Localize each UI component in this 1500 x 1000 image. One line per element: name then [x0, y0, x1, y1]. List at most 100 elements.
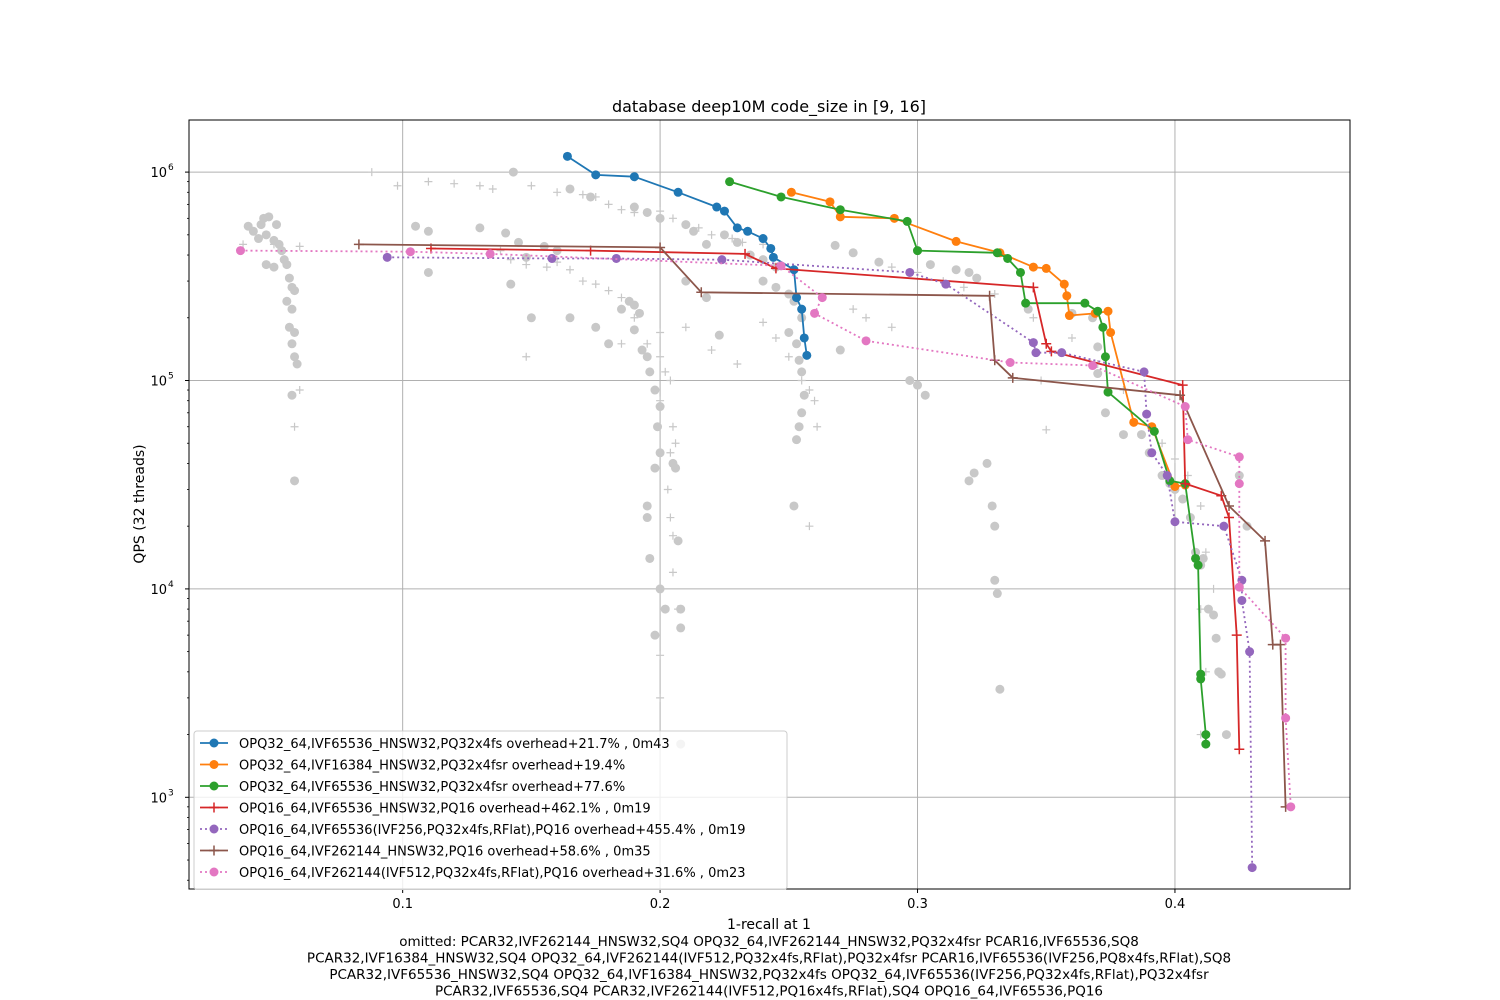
- data-point: [1003, 253, 1013, 263]
- background-point: [645, 553, 655, 563]
- background-point: [655, 584, 665, 594]
- data-point: [1103, 387, 1113, 397]
- background-point: [1211, 633, 1221, 643]
- background-point: [261, 260, 271, 270]
- data-point: [797, 304, 807, 314]
- background-point: [586, 192, 596, 202]
- data-point: [1234, 479, 1244, 489]
- background-point: [771, 333, 780, 342]
- x-tick-label: 0.4: [1165, 897, 1186, 912]
- y-tick-exponent: 6: [168, 163, 174, 173]
- background-point: [771, 282, 781, 292]
- background-point: [1100, 408, 1110, 418]
- background-point: [671, 463, 681, 473]
- data-point: [1281, 713, 1291, 723]
- data-point: [740, 248, 751, 259]
- background-point: [527, 181, 536, 190]
- background-point: [661, 367, 670, 376]
- background-point: [261, 230, 271, 240]
- background-point: [738, 238, 747, 247]
- background-point: [990, 575, 1000, 585]
- background-point: [295, 242, 304, 251]
- background-point: [835, 345, 845, 355]
- background-point: [295, 386, 304, 395]
- background-point: [964, 267, 974, 277]
- data-point: [817, 293, 827, 303]
- data-point: [1275, 639, 1286, 650]
- background-point: [496, 246, 505, 255]
- background-point: [660, 604, 670, 614]
- legend-marker: [209, 760, 219, 769]
- data-point: [835, 212, 845, 222]
- background-point: [423, 267, 433, 277]
- background-point: [925, 260, 935, 270]
- background-point: [874, 257, 884, 267]
- data-point: [1201, 739, 1211, 749]
- x-tick-label: 0.1: [392, 897, 413, 912]
- series-1: [562, 151, 812, 360]
- legend-marker: [209, 867, 219, 877]
- background-point: [617, 339, 626, 348]
- background-point: [799, 390, 809, 400]
- background-point: [969, 468, 979, 478]
- background-point: [719, 230, 729, 240]
- x-axis-label: 1-recall at 1: [727, 917, 811, 933]
- background-point: [501, 228, 511, 238]
- data-point: [1062, 291, 1072, 301]
- background-point: [792, 339, 802, 349]
- data-point: [1129, 417, 1139, 427]
- background-point: [367, 168, 376, 177]
- data-point: [1231, 630, 1242, 641]
- background-point: [668, 214, 677, 223]
- legend-entry: OPQ32_64,IVF65536_HNSW32,PQ32x4fsr overh…: [239, 780, 625, 795]
- data-point: [861, 336, 871, 346]
- data-point: [1201, 730, 1211, 740]
- background-point: [650, 385, 660, 395]
- background-point: [732, 237, 742, 247]
- data-point: [792, 293, 802, 303]
- background-point: [1029, 313, 1038, 322]
- data-point: [743, 226, 753, 236]
- background-point: [642, 513, 652, 523]
- background-point: [656, 352, 665, 361]
- background-point: [565, 313, 575, 323]
- background-point: [920, 390, 930, 400]
- data-point: [1103, 306, 1113, 316]
- data-point: [591, 170, 601, 180]
- background-point: [290, 422, 299, 431]
- data-point: [1028, 338, 1038, 348]
- background-point: [1093, 342, 1103, 352]
- background-point: [578, 190, 587, 199]
- background-point: [1196, 605, 1205, 614]
- data-point: [547, 253, 557, 263]
- background-point: [959, 283, 968, 292]
- background-point: [674, 605, 683, 614]
- data-point: [1015, 267, 1025, 277]
- background-point: [591, 322, 601, 332]
- data-point: [1088, 361, 1098, 371]
- data-point: [905, 267, 915, 277]
- background-point: [794, 422, 804, 432]
- data-point: [1028, 262, 1038, 272]
- background-point: [805, 386, 814, 395]
- data-point: [1219, 521, 1229, 531]
- background-point: [282, 296, 292, 306]
- footer-line: omitted: PCAR32,IVF262144_HNSW32,SQ4 OPQ…: [399, 934, 1139, 950]
- background-point: [848, 248, 858, 258]
- background-point: [694, 223, 703, 232]
- background-points: [239, 167, 1252, 749]
- background-point: [714, 330, 724, 340]
- background-point: [514, 237, 524, 247]
- legend-entry: OPQ16_64,IVF262144_HNSW32,PQ16 overhead+…: [239, 845, 651, 860]
- data-point: [717, 255, 727, 265]
- background-point: [290, 352, 300, 362]
- y-tick-label: 10: [150, 791, 167, 806]
- background-point: [1170, 455, 1179, 464]
- data-point: [992, 248, 1002, 258]
- background-point: [666, 376, 675, 385]
- data-point: [758, 234, 768, 244]
- background-point: [887, 263, 896, 272]
- legend-entry: OPQ16_64,IVF65536(IVF256,PQ32x4fs,RFlat)…: [239, 823, 746, 838]
- background-point: [655, 402, 665, 412]
- data-point: [799, 333, 809, 343]
